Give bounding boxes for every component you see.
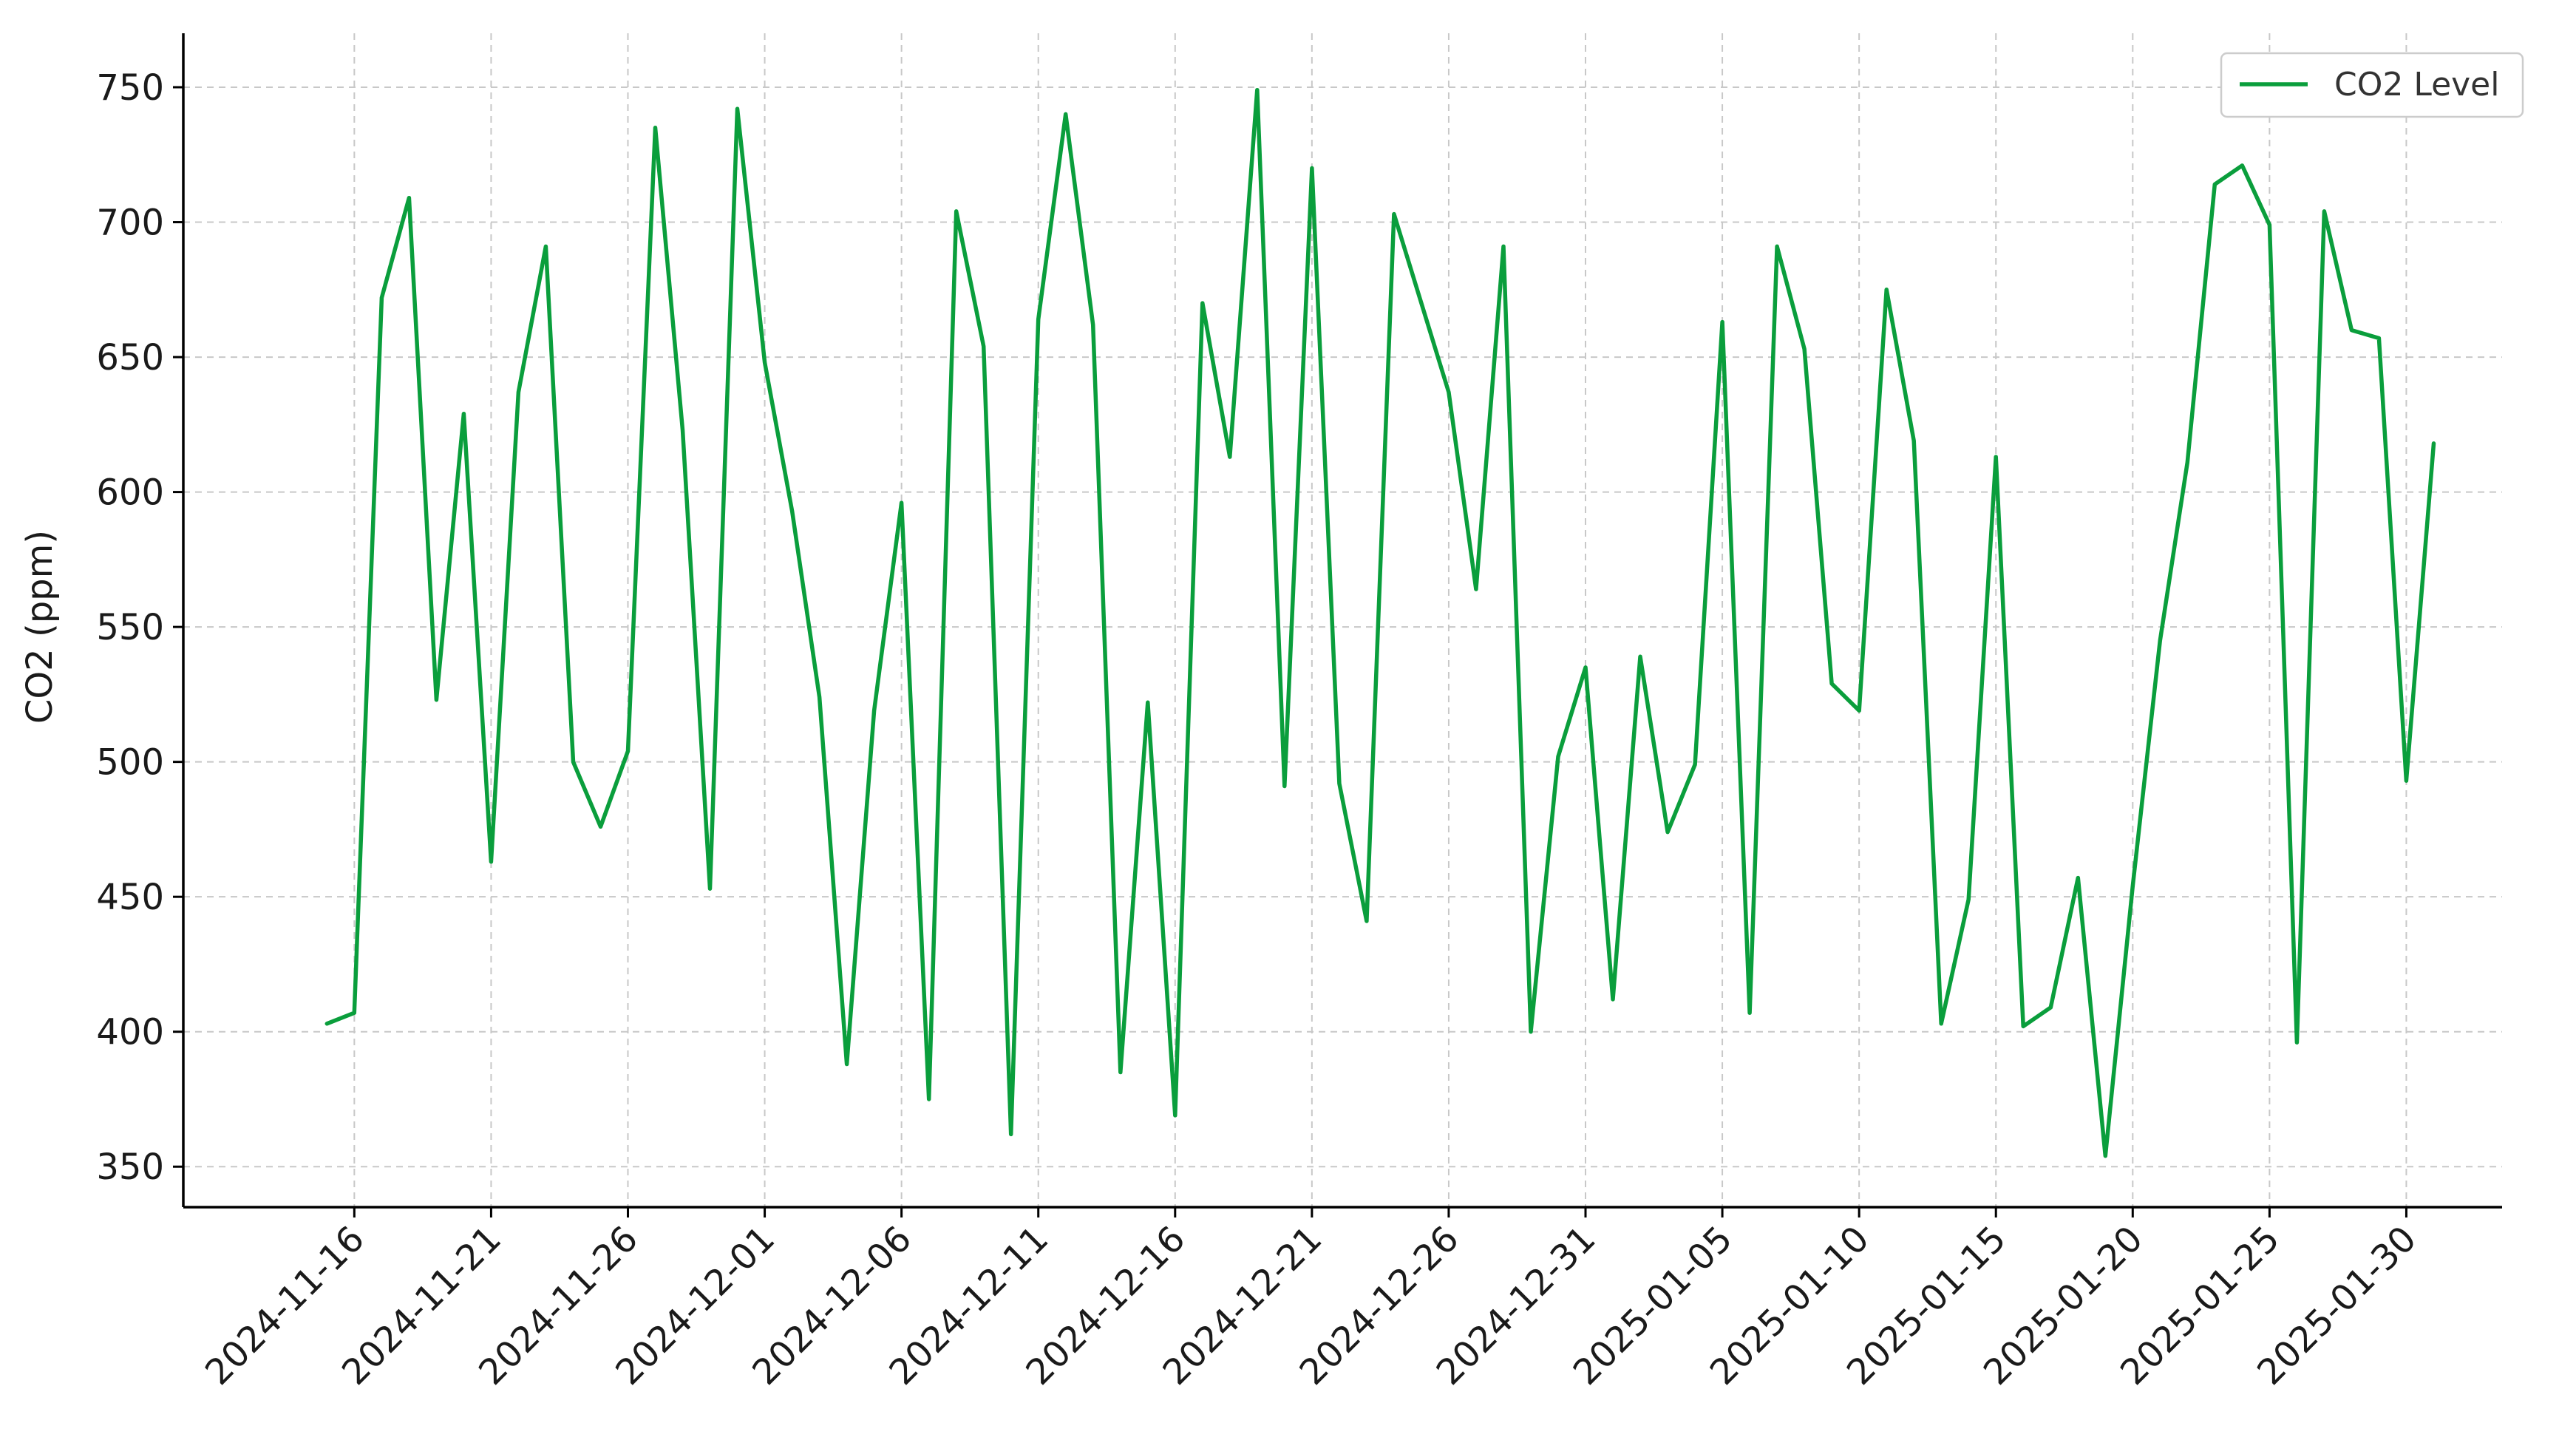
legend-box [2220, 52, 2524, 118]
legend-label: CO2 Level [2334, 66, 2499, 103]
y-axis-ticks: 350 400 450 500 550 600 650 700 750 [96, 67, 183, 1188]
y-tick-label: 650 [96, 337, 164, 378]
series-line-co2-level [324, 87, 2436, 1158]
y-tick-label: 500 [96, 742, 164, 784]
y-tick-label: 700 [96, 203, 164, 244]
y-tick-label: 550 [96, 607, 164, 648]
y-tick-label: 600 [96, 472, 164, 514]
y-tick-label: 450 [96, 877, 164, 918]
series-layer [324, 87, 2436, 1158]
y-axis-label: CO2 (ppm) [19, 530, 61, 724]
y-tick-label: 350 [96, 1147, 164, 1188]
grid-lines [183, 33, 2502, 1207]
x-axis-ticks: 2024-11-162024-11-212024-11-262024-12-01… [197, 1207, 2424, 1393]
axes [182, 33, 2502, 1209]
y-tick-label: 750 [96, 67, 164, 109]
y-tick-label: 400 [96, 1012, 164, 1053]
legend: CO2 Level [2220, 52, 2524, 118]
